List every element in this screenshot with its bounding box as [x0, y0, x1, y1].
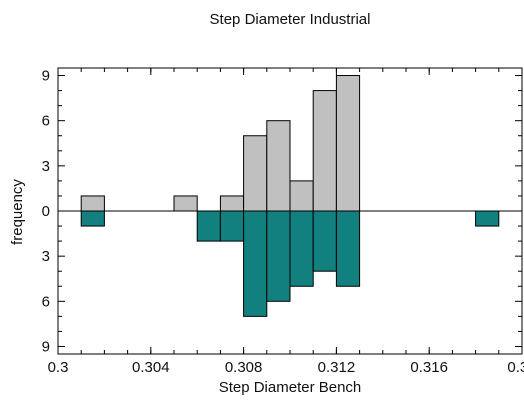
y-tick-label: 3: [42, 158, 50, 175]
bottom-bar-8: [475, 210, 500, 227]
y-tick-label: 3: [42, 248, 50, 265]
y-tick-label: 9: [42, 338, 50, 355]
x-tick-label: 0.316: [410, 359, 448, 376]
bottom-bars-group: [80, 210, 500, 317]
y-axis-ticks: 0 3 6 9 3 6 9: [42, 68, 522, 355]
top-bar-6: [312, 90, 337, 212]
top-bar-3: [243, 135, 268, 212]
bottom-bar-5: [289, 210, 314, 287]
top-bar-0: [80, 195, 105, 212]
top-bar-5: [289, 180, 314, 212]
x-axis-ticks: 0.3 0.304 0.308 0.312 0.316 0.32: [48, 68, 524, 376]
x-axis-label: Step Diameter Bench: [219, 379, 362, 396]
chart-title: Step Diameter Industrial: [210, 11, 371, 28]
bottom-bar-1: [196, 210, 221, 242]
bottom-bar-7: [335, 210, 361, 287]
bottom-bar-0: [80, 210, 105, 227]
y-tick-label: 6: [42, 293, 50, 310]
x-tick-label: 0.304: [132, 359, 170, 376]
y-axis-label: frequency: [9, 179, 26, 245]
x-tick-label: 0.312: [318, 359, 356, 376]
y-tick-label: 9: [42, 68, 50, 85]
x-tick-label: 0.308: [225, 359, 263, 376]
bottom-bar-6: [312, 210, 337, 272]
x-tick-label: 0.32: [507, 359, 524, 376]
y-tick-label: 6: [42, 113, 50, 130]
y-tick-label: 0: [42, 203, 50, 220]
bottom-bar-3: [243, 210, 268, 317]
x-tick-label: 0.3: [48, 359, 69, 376]
bottom-bar-4: [266, 210, 291, 302]
top-bar-2: [219, 195, 245, 212]
top-bar-1: [173, 195, 198, 212]
top-bar-7: [335, 75, 361, 212]
bottom-bar-2: [219, 210, 245, 242]
top-bars-group: [80, 75, 361, 212]
top-bar-4: [266, 120, 291, 212]
